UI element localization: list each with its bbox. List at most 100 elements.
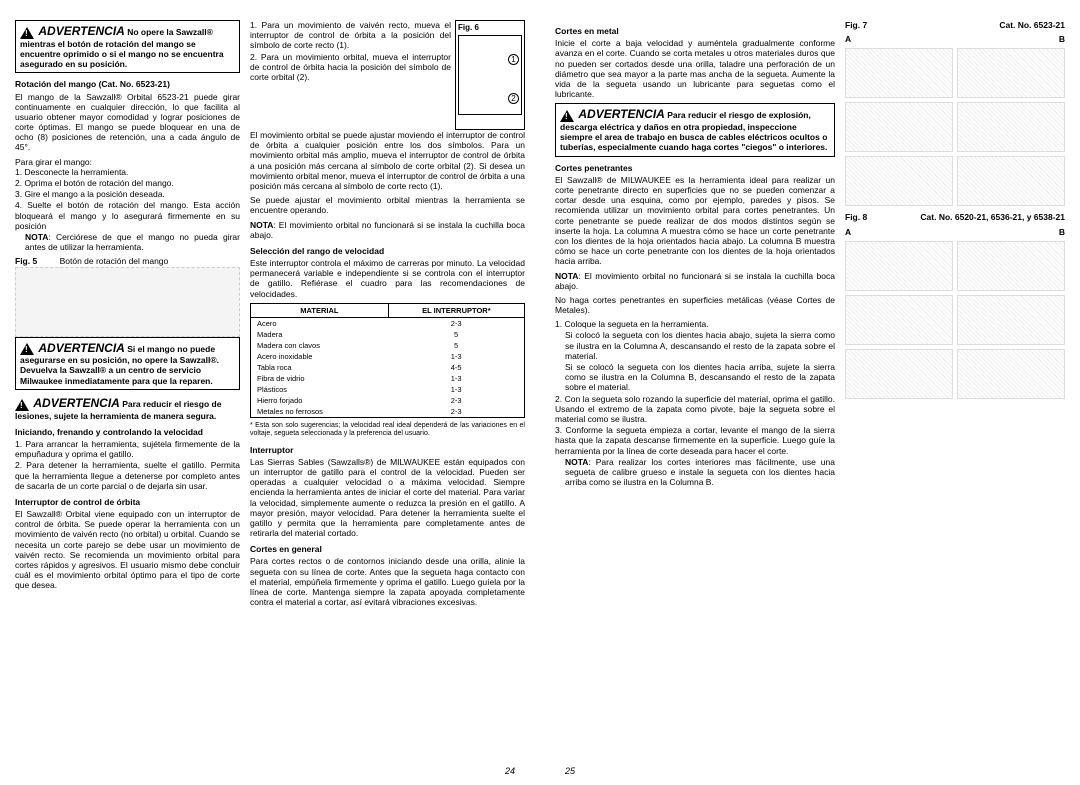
girar-3: 3. Gire el mango a la posición deseada. xyxy=(15,189,240,199)
general-body: Para cortes rectos o de contornos inicia… xyxy=(250,556,525,607)
fig6-illustration: 1 2 xyxy=(458,35,522,115)
fig8-a3 xyxy=(845,349,953,399)
mat-cell: Madera xyxy=(251,329,389,340)
orbit-body3: Se puede ajustar el movimiento orbital m… xyxy=(250,195,525,215)
fig5-label: Fig. 5 xyxy=(15,256,37,266)
table-row: Plásticos1-3 xyxy=(251,384,525,395)
pen-3: 3. Conforme la segueta empieza a cortar,… xyxy=(555,425,835,456)
sw-cell: 5 xyxy=(388,340,524,351)
rango-title: Selección del rango de velocidad xyxy=(250,246,525,256)
mat-cell: Plásticos xyxy=(251,384,389,395)
page-25: Cortes en metal Inicie el corte a baja v… xyxy=(540,0,1080,785)
fig8-a2 xyxy=(845,295,953,345)
table-col1: MATERIAL xyxy=(251,303,389,317)
fig8-a1 xyxy=(845,241,953,291)
warning-1-title: ADVERTENCIA xyxy=(38,24,124,38)
fig6-mark-1: 1 xyxy=(508,54,519,65)
general-title: Cortes en general xyxy=(250,544,525,554)
fig7-a: A xyxy=(845,34,851,44)
sw-cell: 1-3 xyxy=(388,373,524,384)
warning-3: ADVERTENCIA Para reducir el riesgo de le… xyxy=(15,396,240,421)
fig5-wrap: Fig. 5 Botón de rotación del mango xyxy=(15,256,240,336)
fig8-cat: Cat. No. 6520-21, 6536-21, y 6538-21 xyxy=(920,212,1065,222)
mat-cell: Acero xyxy=(251,317,389,329)
orbita-body: El Sawzall® Orbital viene equipado con u… xyxy=(15,509,240,591)
rotacion-title: Rotación del mango (Cat. No. 6523-21) xyxy=(15,79,240,89)
girar-4: 4. Suelte el botón de rotación del mango… xyxy=(15,200,240,231)
iniciando-2: 2. Para detener la herramienta, suelte e… xyxy=(15,460,240,491)
interruptor-title: Interruptor xyxy=(250,445,525,455)
fig7-cat: Cat. No. 6523-21 xyxy=(999,20,1065,30)
sw-cell: 1-3 xyxy=(388,351,524,362)
warning-1: ADVERTENCIA No opere la Sawzall® mientra… xyxy=(15,20,240,73)
fig7-a1 xyxy=(845,48,953,98)
table-footnote: * Esta son solo sugerencias; la velocida… xyxy=(250,422,525,439)
fig7-a3 xyxy=(845,156,953,206)
pen-nota: NOTA: Para realizar los cortes interiore… xyxy=(555,457,835,488)
fig7-b1 xyxy=(957,48,1065,98)
pen-2: 2. Con la segueta solo rozando la superf… xyxy=(555,394,835,425)
speed-table: MATERIAL EL INTERRUPTOR* Acero2-3Madera5… xyxy=(250,303,525,418)
fig8-label: Fig. 8 xyxy=(845,212,867,222)
page-num-24: 24 xyxy=(505,766,515,777)
mat-cell: Tabla roca xyxy=(251,362,389,373)
fig8-b2 xyxy=(957,295,1065,345)
fig5-caption: Botón de rotación del mango xyxy=(60,256,169,266)
sw-cell: 1-3 xyxy=(388,384,524,395)
col-25-text: Cortes en metal Inicie el corte a baja v… xyxy=(555,20,835,765)
fig5-illustration xyxy=(15,267,240,337)
fig8-b3 xyxy=(957,349,1065,399)
girar-intro: Para girar el mango: xyxy=(15,157,240,167)
fig7-a2 xyxy=(845,102,953,152)
page-24: ADVERTENCIA No opere la Sawzall® mientra… xyxy=(0,0,540,785)
fig7-label: Fig. 7 xyxy=(845,20,867,30)
warning-4-title: ADVERTENCIA xyxy=(578,107,664,121)
pen-1: 1. Coloque la segueta en la herramienta. xyxy=(555,319,835,329)
fig7-b: B xyxy=(1059,34,1065,44)
mat-cell: Acero inoxidable xyxy=(251,351,389,362)
table-row: Tabla roca4-5 xyxy=(251,362,525,373)
sw-cell: 2-3 xyxy=(388,395,524,406)
penetrantes-body: El Sawzall® de MILWAUKEE es la herramien… xyxy=(555,175,835,267)
fig8: Fig. 8 Cat. No. 6520-21, 6536-21, y 6538… xyxy=(845,212,1065,398)
sw-cell: 5 xyxy=(388,329,524,340)
fig8-b: B xyxy=(1059,227,1065,237)
warn-icon-3 xyxy=(15,399,29,411)
warning-2-title: ADVERTENCIA xyxy=(38,341,124,355)
iniciando-title: Iniciando, frenando y controlando la vel… xyxy=(15,427,240,437)
metal-title: Cortes en metal xyxy=(555,26,835,36)
fig7-b3 xyxy=(957,156,1065,206)
fig6-label: Fig. 6 xyxy=(458,23,479,32)
fig7-b2 xyxy=(957,102,1065,152)
warning-2: ADVERTENCIA Si el mango no puede asegura… xyxy=(15,337,240,390)
rango-body: Este interruptor controla el máximo de c… xyxy=(250,258,525,299)
fig6-mark-2: 2 xyxy=(508,93,519,104)
orbita-title: Interruptor de control de órbita xyxy=(15,497,240,507)
pen-1b: Si se colocó la segueta con los dientes … xyxy=(555,362,835,393)
table-row: Madera5 xyxy=(251,329,525,340)
orbit-nota: NOTA: El movimiento orbital no funcionar… xyxy=(250,220,525,240)
pen-1a: Si colocó la segueta con los dientes hac… xyxy=(555,330,835,361)
table-row: Acero2-3 xyxy=(251,317,525,329)
warn-icon xyxy=(20,27,34,39)
penetrantes-body2: No haga cortes penetrantes en superficie… xyxy=(555,295,835,315)
warn-icon-2 xyxy=(20,343,34,355)
table-row: Hierro forjado2-3 xyxy=(251,395,525,406)
col-24-right: Fig. 6 1 2 1. Para un movimiento de vaiv… xyxy=(250,20,525,765)
table-col2: EL INTERRUPTOR* xyxy=(388,303,524,317)
mat-cell: Madera con clavos xyxy=(251,340,389,351)
penetrantes-title: Cortes penetrantes xyxy=(555,163,835,173)
metal-body: Inicie el corte a baja velocidad y aumén… xyxy=(555,38,835,99)
girar-nota: NOTANOTA: Cerciórese de que el mango no … xyxy=(15,232,240,252)
table-row: Acero inoxidable1-3 xyxy=(251,351,525,362)
fig6: Fig. 6 1 2 xyxy=(455,20,525,130)
col-24-left: ADVERTENCIA No opere la Sawzall® mientra… xyxy=(15,20,240,765)
col-25-illustrations: Fig. 7 Cat. No. 6523-21 A B Fig. 8 Cat. N… xyxy=(845,20,1065,765)
mat-cell: Metales no ferrosos xyxy=(251,406,389,418)
girar-2: 2. Oprima el botón de rotación del mango… xyxy=(15,178,240,188)
page-num-25: 25 xyxy=(565,766,575,777)
mat-cell: Fibra de vidrio xyxy=(251,373,389,384)
warning-3-title: ADVERTENCIA xyxy=(33,396,119,410)
mat-cell: Hierro forjado xyxy=(251,395,389,406)
warn-icon-4 xyxy=(560,110,574,122)
